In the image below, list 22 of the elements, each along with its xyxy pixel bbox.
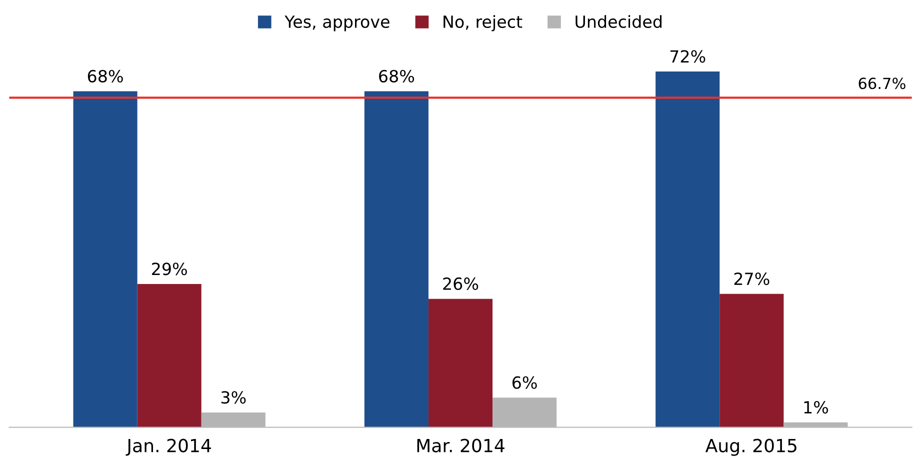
bar	[720, 294, 784, 428]
data-label: 72%	[670, 50, 706, 63]
data-label: 6%	[512, 376, 537, 389]
x-tick-label: Mar. 2014	[417, 438, 504, 452]
bar	[364, 91, 428, 428]
ref-line-label: 66.7%	[858, 78, 906, 90]
data-label: 26%	[443, 277, 478, 290]
data-label: 68%	[379, 70, 414, 82]
data-label: 27%	[734, 272, 770, 286]
data-label: 1%	[804, 400, 828, 414]
bar	[137, 284, 202, 428]
x-tick-label: Aug. 2015	[705, 438, 796, 456]
x-tick-label: Jan. 2014	[126, 438, 211, 456]
data-label: 29%	[152, 262, 187, 276]
data-label: 68%	[88, 70, 123, 82]
bar	[656, 71, 720, 428]
bar	[428, 298, 493, 428]
legend-label: No, reject	[444, 15, 522, 32]
bar	[73, 91, 138, 428]
data-label: 3%	[221, 391, 246, 404]
legend-label: Undecided	[576, 15, 662, 28]
legend-label: Yes, approve	[284, 16, 390, 32]
